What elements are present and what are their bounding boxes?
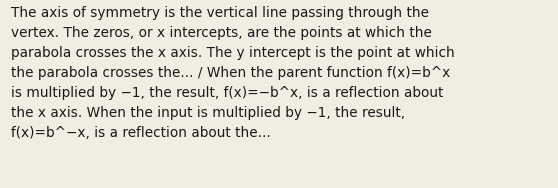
Text: The axis of symmetry is the vertical line passing through the
vertex. The zeros,: The axis of symmetry is the vertical lin… <box>11 6 455 140</box>
